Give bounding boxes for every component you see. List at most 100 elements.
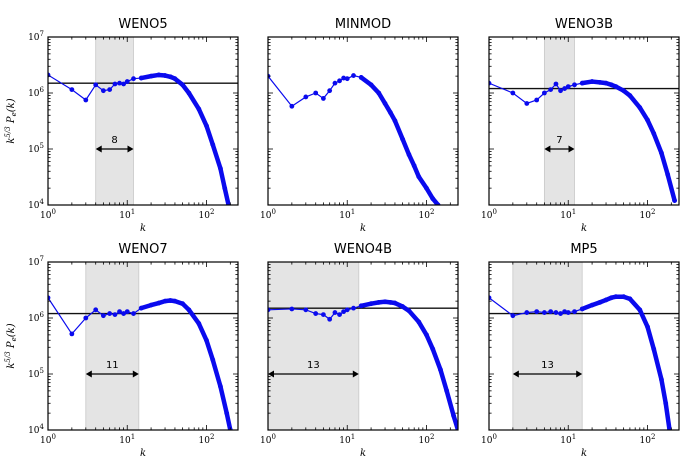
x-tick-label: 100 — [260, 433, 276, 446]
data-point — [172, 76, 178, 82]
data-point — [93, 82, 99, 88]
data-point — [210, 357, 216, 363]
series-line-dense — [579, 79, 677, 203]
data-point — [117, 309, 122, 315]
data-point — [541, 90, 547, 96]
span-label: 7 — [556, 135, 562, 146]
y-tick-label: 105 — [28, 142, 44, 155]
data-point — [672, 198, 678, 203]
x-tick-label: 100 — [481, 208, 497, 221]
panel-title: WENO7 — [118, 242, 167, 257]
data-point — [83, 315, 89, 321]
span-arrowhead-left — [95, 145, 102, 153]
span-arrowhead-right — [352, 370, 359, 378]
data-point — [565, 84, 571, 90]
x-tick-label: 100 — [40, 433, 56, 446]
data-point — [659, 150, 664, 156]
span-arrowhead-right — [568, 145, 575, 153]
x-tick-label: 100 — [481, 433, 497, 446]
y-tick-label: 107 — [28, 255, 44, 268]
span-label: 11 — [106, 360, 119, 371]
data-point — [510, 90, 516, 96]
y-tick-label: 104 — [28, 198, 44, 211]
data-point — [186, 307, 192, 313]
y-tick-label: 106 — [28, 86, 44, 99]
series-line — [48, 74, 230, 205]
x-tick-label: 100 — [260, 208, 276, 221]
data-point — [637, 307, 643, 313]
data-point — [351, 305, 356, 311]
data-point — [430, 196, 436, 202]
data-point — [156, 72, 162, 78]
data-point — [303, 94, 309, 100]
x-tick-label: 101 — [339, 208, 355, 221]
series-line-dense — [358, 299, 458, 430]
data-point — [621, 294, 627, 300]
data-point — [124, 309, 130, 315]
data-point — [645, 324, 650, 330]
data-point — [222, 185, 228, 191]
data-point — [100, 88, 106, 94]
panel-weno7: WENO7 11 100 101 102 k 104 105 106 107 k5/3 Pe(k) — [4, 242, 239, 459]
series-line-dense — [138, 298, 233, 430]
data-point — [117, 80, 122, 86]
data-point — [558, 88, 563, 94]
data-point — [131, 76, 136, 82]
x-tick-label: 101 — [560, 208, 576, 221]
data-point — [651, 130, 657, 136]
series-line-dense — [138, 72, 231, 205]
x-tick-label: 102 — [419, 208, 435, 221]
data-point — [565, 310, 571, 315]
data-point — [107, 311, 113, 316]
x-axis-label: k — [360, 448, 366, 459]
data-point — [313, 90, 319, 96]
data-point — [424, 185, 429, 191]
series-group — [48, 295, 233, 430]
plot-frame — [267, 261, 459, 431]
data-point — [553, 81, 559, 87]
data-point — [196, 321, 202, 326]
y-tick-label: 106 — [28, 311, 44, 324]
data-point — [392, 118, 398, 124]
span-arrowhead-right — [127, 145, 134, 153]
panel-title: WENO4B — [334, 242, 392, 257]
shaded-band — [267, 261, 360, 431]
x-tick-label: 101 — [339, 433, 355, 446]
shaded-band — [85, 261, 140, 431]
plot-frame — [47, 36, 239, 206]
panel-weno4b: WENO4B 13 100 101 102 k — [260, 242, 459, 459]
x-tick-label: 100 — [40, 208, 56, 221]
data-point — [392, 300, 398, 306]
data-point — [524, 101, 530, 106]
y-tick-label: 107 — [28, 30, 44, 43]
data-point — [341, 309, 347, 315]
shaded-band — [95, 36, 134, 206]
data-point — [613, 84, 619, 90]
data-point — [387, 299, 393, 305]
data-point — [107, 87, 113, 93]
data-point — [562, 86, 568, 91]
data-point — [218, 384, 223, 389]
span-arrowhead-right — [576, 370, 583, 378]
data-point — [387, 110, 393, 115]
data-point — [162, 73, 168, 78]
data-point — [548, 87, 554, 93]
series-group — [48, 72, 231, 205]
series-group — [268, 73, 441, 205]
data-point — [411, 163, 417, 169]
data-point — [100, 313, 106, 319]
data-point — [400, 136, 406, 142]
series-line-dense — [579, 294, 672, 430]
data-point — [69, 331, 75, 337]
data-point — [430, 346, 436, 352]
data-point — [558, 311, 563, 316]
panel-minmod: MINMOD 100 101 102 k — [260, 17, 459, 234]
data-point — [572, 82, 577, 88]
data-point — [416, 319, 422, 325]
data-point — [651, 346, 657, 352]
x-tick-label: 101 — [119, 433, 135, 446]
data-point — [337, 312, 342, 318]
data-point — [358, 303, 364, 309]
data-point — [553, 310, 559, 315]
data-point — [332, 80, 338, 86]
